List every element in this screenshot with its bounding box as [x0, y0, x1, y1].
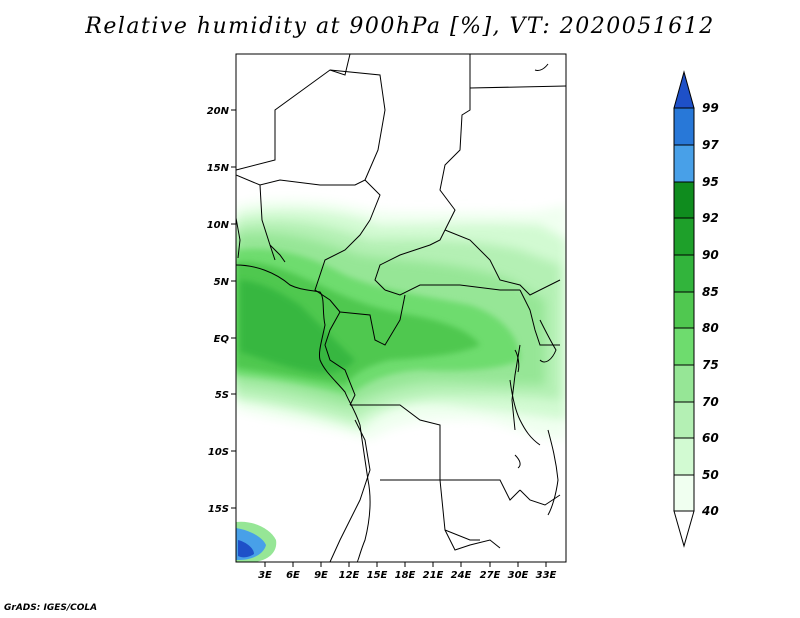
colorbar-swatch-70	[673, 364, 695, 403]
lon-axis	[264, 562, 547, 567]
colorbar-top-arrow	[673, 70, 695, 109]
colorbar-swatch-95	[673, 144, 695, 183]
lon-label-18e: 18E	[395, 570, 416, 581]
coastline	[236, 63, 559, 562]
map-frame	[235, 53, 567, 563]
colorbar-swatch-97	[673, 107, 695, 146]
colorbar-label-70: 70	[702, 395, 719, 409]
colorbar-swatch-40	[673, 474, 695, 512]
lon-label-21e: 21E	[423, 570, 444, 581]
lon-label-33e: 33E	[536, 570, 557, 581]
lon-label-3e: 3E	[258, 570, 272, 581]
lat-axis	[231, 109, 236, 509]
plot-title: Relative humidity at 900hPa [%], VT: 202…	[85, 14, 715, 39]
colorbar-swatch-60	[673, 401, 695, 439]
lat-label-10s: 10S	[208, 447, 229, 458]
lon-label-30e: 30E	[508, 570, 529, 581]
lat-label-20n: 20N	[207, 106, 230, 117]
colorbar-label-92: 92	[702, 211, 719, 225]
lon-label-24e: 24E	[451, 570, 472, 581]
colorbar-bottom-arrow	[673, 510, 695, 548]
colorbar-label-40: 40	[701, 504, 719, 518]
rh-99-region	[238, 540, 254, 558]
lat-label-10n: 10N	[207, 220, 230, 231]
humidity-field	[236, 54, 566, 562]
colorbar-swatch-75	[673, 327, 695, 366]
lon-label-12e: 12E	[339, 570, 360, 581]
colorbar-swatch-85	[673, 254, 695, 293]
colorbar-label-97: 97	[702, 138, 719, 152]
colorbar-label-50: 50	[702, 468, 719, 482]
lat-label-eq: EQ	[214, 334, 230, 345]
lat-label-15s: 15S	[208, 504, 229, 515]
colorbar-label-85: 85	[702, 285, 719, 299]
lat-label-15n: 15N	[207, 163, 230, 174]
lat-label-5s: 5S	[215, 390, 229, 401]
colorbar-label-99: 99	[702, 101, 719, 115]
colorbar-swatch-50	[673, 437, 695, 476]
country-borders	[236, 54, 566, 562]
lon-label-15e: 15E	[367, 570, 388, 581]
colorbar	[673, 70, 695, 548]
colorbar-label-90: 90	[702, 248, 719, 262]
colorbar-swatch-90	[673, 217, 695, 256]
colorbar-label-75: 75	[702, 358, 719, 372]
lon-label-9e: 9E	[314, 570, 328, 581]
lat-label-5n: 5N	[214, 277, 230, 288]
lon-label-6e: 6E	[286, 570, 300, 581]
colorbar-swatch-92	[673, 181, 695, 219]
colorbar-swatch-80	[673, 291, 695, 329]
colorbar-label-80: 80	[702, 321, 719, 335]
lon-label-27e: 27E	[480, 570, 501, 581]
credit-text: GrADS: IGES/COLA	[4, 603, 98, 613]
colorbar-label-95: 95	[702, 175, 719, 189]
colorbar-label-60: 60	[702, 431, 719, 445]
